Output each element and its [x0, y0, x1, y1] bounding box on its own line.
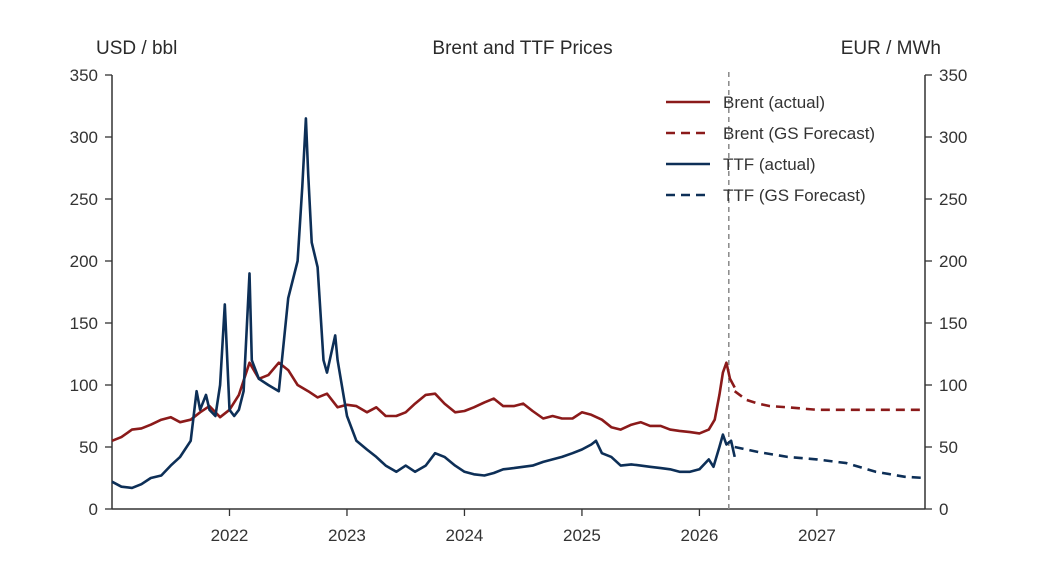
series-line-ttf-gs-forecast — [734, 445, 926, 480]
series-line-ttf-actual — [111, 117, 736, 490]
y-tick-label-right: 0 — [939, 500, 948, 519]
y-tick-label-right: 200 — [939, 252, 967, 271]
x-tick-label: 2026 — [681, 526, 719, 545]
x-tick-label: 2023 — [328, 526, 366, 545]
y-tick-label-right: 100 — [939, 376, 967, 395]
y-tick-label-right: 150 — [939, 314, 967, 333]
y-tick-label-left: 200 — [70, 252, 98, 271]
y-axis-label-left: USD / bbl — [96, 38, 178, 59]
legend-label: Brent (GS Forecast) — [723, 124, 875, 143]
y-axis-label-right: EUR / MWh — [840, 38, 941, 59]
y-tick-label-left: 350 — [70, 66, 98, 85]
x-tick-label: 2022 — [211, 526, 249, 545]
y-tick-label-left: 300 — [70, 128, 98, 147]
y-tick-label-left: 250 — [70, 190, 98, 209]
y-tick-label-left: 50 — [79, 438, 98, 457]
legend-label: Brent (actual) — [723, 93, 825, 112]
y-tick-label-right: 350 — [939, 66, 967, 85]
series-line-brent-gs-forecast — [733, 390, 925, 412]
y-tick-label-right: 300 — [939, 128, 967, 147]
legend-label: TTF (GS Forecast) — [723, 186, 866, 205]
series-line-brent-actual — [111, 361, 736, 443]
y-tick-label-right: 250 — [939, 190, 967, 209]
chart-title: Brent and TTF Prices — [432, 38, 613, 59]
x-tick-label: 2027 — [798, 526, 836, 545]
x-tick-label: 2025 — [563, 526, 601, 545]
legend-label: TTF (actual) — [723, 155, 816, 174]
x-tick-label: 2024 — [446, 526, 484, 545]
y-tick-label-left: 150 — [70, 314, 98, 333]
y-tick-label-right: 50 — [939, 438, 958, 457]
y-tick-label-left: 0 — [89, 500, 98, 519]
y-tick-label-left: 100 — [70, 376, 98, 395]
